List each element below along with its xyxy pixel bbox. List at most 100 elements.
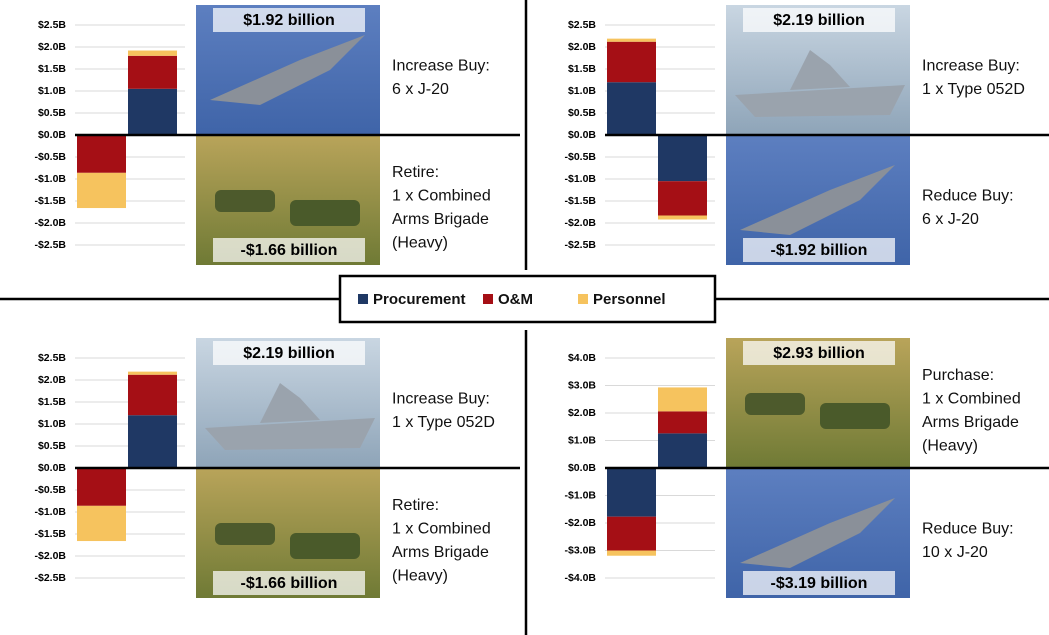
y-tick-label: $0.0B [568, 462, 596, 474]
tank-shape [820, 403, 890, 429]
bar-segment: Procurement [607, 468, 656, 517]
bar-segment: Personnel [607, 38, 656, 42]
note-text: (Heavy) [392, 234, 448, 251]
y-tick-label: $2.0B [38, 41, 66, 53]
ship-shape [735, 50, 905, 117]
legend: Procurement O&M Personnel [358, 291, 666, 308]
y-tick-label: $2.5B [38, 19, 66, 31]
y-tick-label: $1.0B [38, 418, 66, 430]
y-tick-label: $4.0B [568, 352, 596, 364]
bar-segment: O&M [658, 181, 707, 216]
total-box [213, 8, 365, 32]
total-box [743, 571, 895, 595]
legend-label: O&M [498, 291, 533, 308]
total-box [743, 341, 895, 365]
note-text: Reduce Buy: [922, 520, 1014, 537]
legend-swatch [483, 294, 493, 304]
y-tick-label: -$2.0B [564, 217, 596, 229]
y-tick-label: -$1.0B [564, 173, 596, 185]
total-label: -$1.92 billion [771, 242, 868, 259]
total-box [743, 8, 895, 32]
y-tick-label: -$1.0B [564, 489, 596, 501]
tank-shape [290, 200, 360, 226]
y-tick-label: $2.5B [568, 19, 596, 31]
y-tick-label: -$4.0B [564, 572, 596, 584]
bar-segment: O&M [607, 516, 656, 551]
bar-segment: Procurement [658, 135, 707, 182]
y-tick-label: $2.0B [38, 374, 66, 386]
y-tick-label: -$1.5B [34, 528, 66, 540]
bar-segment: O&M [77, 135, 126, 173]
y-tick-label: -$2.5B [564, 239, 596, 251]
bar-segment: Personnel [607, 550, 656, 556]
note-text: Retire: [392, 497, 439, 514]
tank-shape [290, 533, 360, 559]
note-text: (Heavy) [392, 567, 448, 584]
chart-panel: $2.5B $2.0B $1.5B $1.0B $0.5B $0.0B -$0.5B -$1.… [34, 5, 520, 265]
y-tick-label: $2.0B [568, 41, 596, 53]
y-tick-label: $1.5B [568, 63, 596, 75]
bar-segment: O&M [128, 55, 177, 89]
note-text: Arms Brigade [392, 544, 489, 561]
bar-segment: Personnel [77, 172, 126, 209]
total-box [743, 238, 895, 262]
bar-segment: Procurement [658, 433, 707, 468]
legend-label: Personnel [593, 291, 666, 308]
y-tick-label: $1.0B [568, 434, 596, 446]
y-tick-label: -$2.0B [34, 217, 66, 229]
total-label: $2.19 billion [773, 12, 865, 29]
bar-segment: O&M [128, 374, 177, 416]
y-tick-label: -$1.0B [34, 506, 66, 518]
bar-segment: Personnel [77, 505, 126, 542]
note-text: 1 x Type 052D [392, 414, 495, 431]
y-tick-label: -$0.5B [564, 151, 596, 163]
total-label: $2.19 billion [243, 345, 335, 362]
chart-panel: $2.5B $2.0B $1.5B $1.0B $0.5B $0.0B -$0.5B -$1.… [564, 5, 1049, 265]
chart-panel: $4.0B $3.0B $2.0B $1.0B $0.0B -$1.0B -$2.0B -$3… [564, 338, 1049, 598]
total-label: $1.92 billion [243, 12, 335, 29]
y-tick-label: -$1.5B [34, 195, 66, 207]
bar-segment: Procurement [128, 88, 177, 135]
total-box [213, 238, 365, 262]
total-label: -$3.19 billion [771, 575, 868, 592]
note-text: Retire: [392, 164, 439, 181]
y-tick-label: $0.0B [38, 462, 66, 474]
jet-shape [740, 165, 895, 235]
bar-segment: Procurement [128, 415, 177, 468]
note-text: (Heavy) [922, 437, 978, 454]
bar-segment: O&M [607, 41, 656, 83]
y-tick-label: -$2.5B [34, 239, 66, 251]
y-tick-label: -$3.0B [564, 544, 596, 556]
total-label: -$1.66 billion [241, 242, 338, 259]
y-tick-label: $1.5B [38, 396, 66, 408]
note-text: 6 x J-20 [392, 81, 449, 98]
bar-segment: O&M [77, 468, 126, 506]
bar-segment: Personnel [658, 215, 707, 220]
total-box [213, 341, 365, 365]
tank-shape [215, 190, 275, 212]
chart-panel: $2.5B $2.0B $1.5B $1.0B $0.5B $0.0B -$0.5B -$1.… [34, 338, 520, 598]
note-text: Increase Buy: [922, 57, 1020, 74]
y-tick-label: -$1.0B [34, 173, 66, 185]
bar-segment: O&M [658, 411, 707, 434]
y-tick-label: -$2.0B [564, 517, 596, 529]
note-text: Arms Brigade [392, 211, 489, 228]
y-tick-label: $2.0B [568, 407, 596, 419]
legend-swatch [358, 294, 368, 304]
y-tick-label: -$2.5B [34, 572, 66, 584]
y-tick-label: -$2.0B [34, 550, 66, 562]
legend-box [338, 274, 717, 324]
tank-shape [745, 393, 805, 415]
note-text: Increase Buy: [392, 57, 490, 74]
y-tick-label: $1.0B [568, 85, 596, 97]
y-tick-label: $3.0B [568, 379, 596, 391]
ship-shape [205, 383, 375, 450]
y-tick-label: $1.5B [38, 63, 66, 75]
note-text: Reduce Buy: [922, 187, 1014, 204]
bar-segment: Procurement [607, 82, 656, 135]
total-label: $2.93 billion [773, 345, 865, 362]
note-text: Arms Brigade [922, 414, 1019, 431]
note-text: 6 x J-20 [922, 211, 979, 228]
jet-shape [210, 35, 365, 105]
